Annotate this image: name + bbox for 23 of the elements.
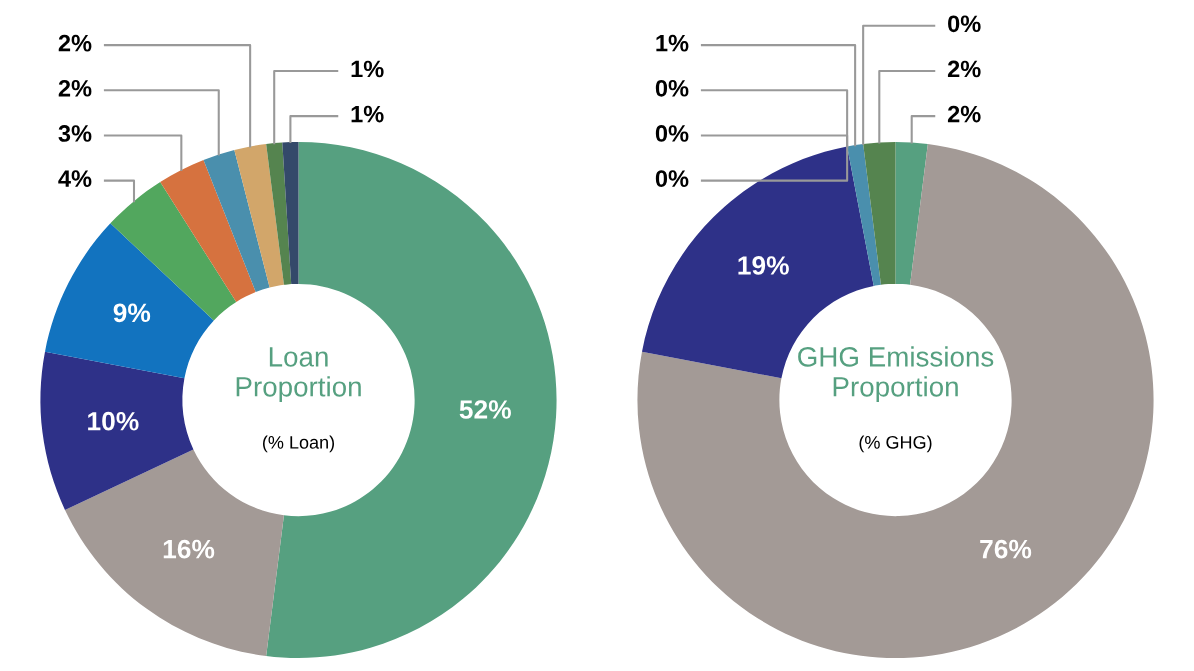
data-label: 52%: [459, 400, 511, 419]
data-label: 1%: [351, 60, 384, 78]
data-label: 4%: [58, 170, 92, 187]
data-label: 76%: [980, 539, 1032, 559]
text: Loan Proportion: [236, 347, 361, 403]
data-label: 2%: [58, 79, 92, 97]
text: GHG Emissions Proportion: [798, 346, 994, 403]
data-label: 19%: [738, 256, 789, 275]
data-label: 2%: [947, 105, 981, 123]
text: (% GHG): [859, 435, 932, 453]
text: 0%: [655, 125, 689, 142]
text: 0%: [655, 170, 689, 187]
data-label: 3%: [58, 125, 92, 142]
data-label: 1%: [656, 34, 689, 52]
data-label: 2%: [58, 34, 92, 52]
data-label: 10%: [88, 411, 139, 431]
text: 0%: [655, 79, 689, 97]
data-label: 9%: [113, 303, 151, 323]
text: 0%: [948, 15, 981, 33]
data-label: 1%: [351, 105, 384, 123]
data-label: 2%: [947, 60, 981, 78]
data-label: 16%: [163, 539, 215, 559]
text: (% Loan): [262, 435, 335, 453]
